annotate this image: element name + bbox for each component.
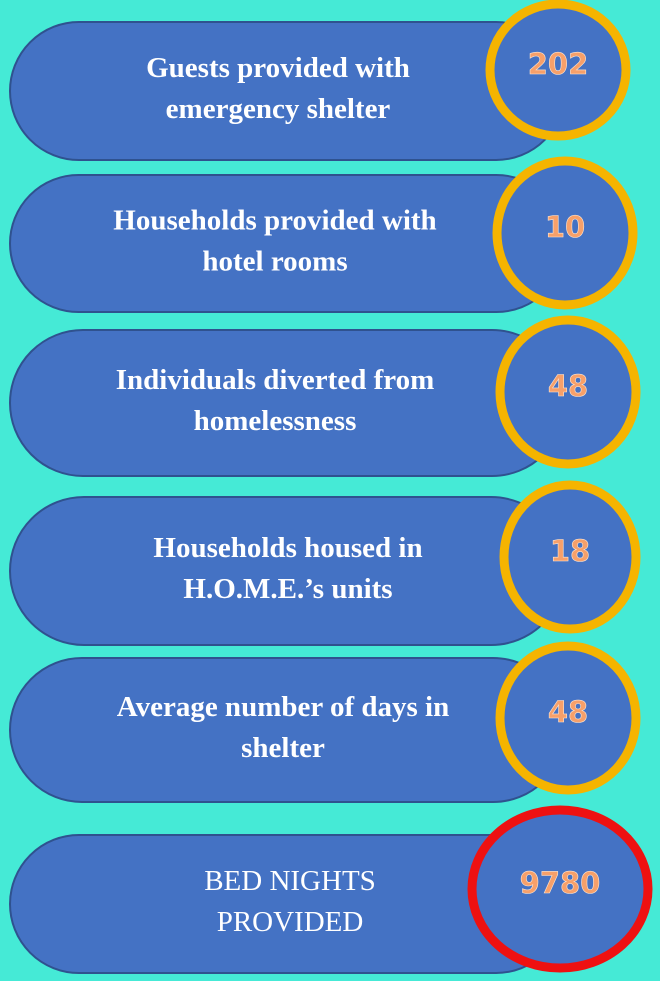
item-value: 18 — [550, 534, 590, 568]
item-label: homelessness — [194, 405, 357, 437]
item-label: BED NIGHTS — [204, 865, 376, 897]
item-value: 9780 — [520, 866, 601, 900]
pill — [9, 329, 566, 477]
item-value: 10 — [545, 210, 585, 244]
item-label: PROVIDED — [217, 906, 364, 938]
item-label: hotel rooms — [202, 246, 347, 278]
item-value: 48 — [548, 695, 588, 729]
pill — [9, 21, 566, 161]
item-label: Average number of days in — [117, 691, 449, 723]
item-value: 48 — [548, 369, 588, 403]
value-circle — [495, 641, 641, 795]
value-circle — [499, 480, 641, 634]
value-circle — [492, 156, 638, 310]
value-circle — [467, 805, 653, 973]
item-label: Households provided with — [113, 205, 436, 237]
item-label: Households housed in — [153, 532, 422, 564]
item-label: H.O.M.E.’s units — [183, 573, 392, 605]
item-label: Individuals diverted from — [116, 364, 435, 396]
pill — [9, 174, 566, 313]
value-circle — [485, 0, 631, 141]
value-circle — [495, 315, 641, 469]
item-label: shelter — [241, 732, 325, 764]
item-label: emergency shelter — [166, 93, 391, 125]
pill — [9, 657, 566, 803]
item-value: 202 — [528, 47, 589, 81]
pill — [9, 496, 566, 646]
item-label: Guests provided with — [146, 52, 410, 84]
